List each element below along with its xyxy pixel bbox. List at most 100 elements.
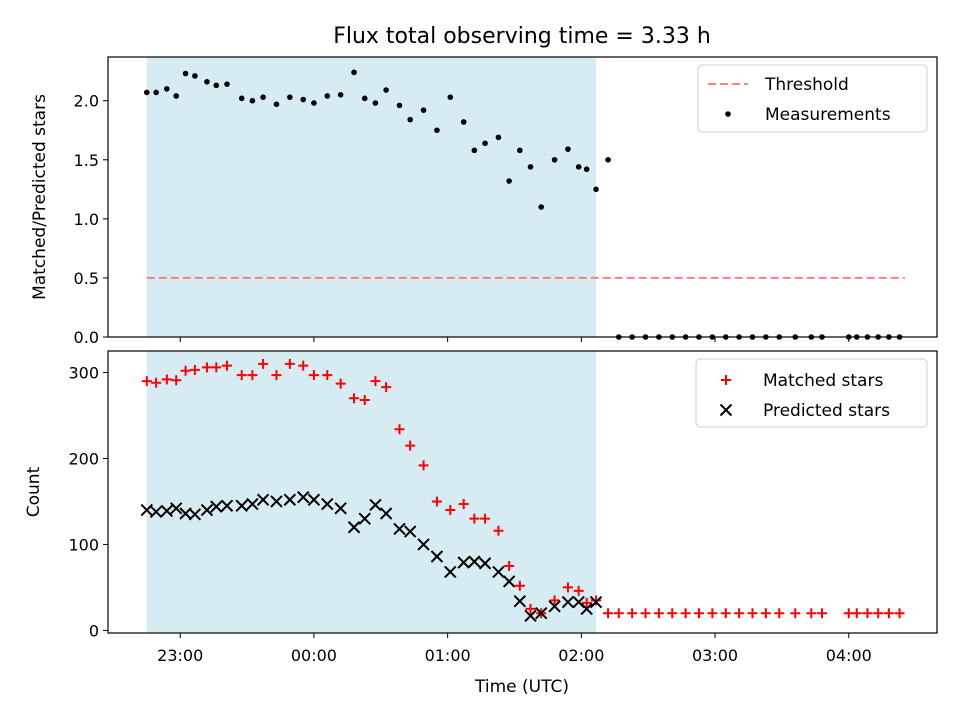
- measurement-point: [565, 146, 571, 152]
- predicted-star-marker: [513, 594, 527, 608]
- matched-star-marker: [480, 513, 491, 524]
- predicted-star-marker: [502, 575, 516, 588]
- measurement-point: [538, 204, 545, 210]
- matched-star-marker: [549, 595, 560, 606]
- matched-star-marker: [562, 582, 573, 593]
- matched-star-marker: [222, 360, 233, 371]
- matched-star-marker: [873, 608, 884, 619]
- matched-star-marker: [707, 608, 718, 619]
- legend: Matched stars Predicted stars: [695, 358, 928, 428]
- matched-star-marker: [359, 395, 370, 406]
- chart-title: Flux total observing time = 3.33 h: [333, 24, 711, 49]
- matched-star-marker: [180, 365, 191, 376]
- x-tick-label: 23:00: [157, 646, 203, 665]
- measurement-point: [593, 186, 599, 193]
- measurement-point: [337, 92, 344, 98]
- matched-star-marker: [627, 608, 638, 619]
- measurement-point: [182, 70, 189, 77]
- x-tick-label: 02:00: [558, 646, 604, 665]
- measurement-point: [420, 107, 427, 113]
- legend-frame: [697, 64, 928, 133]
- predicted-star-marker: [369, 498, 382, 512]
- matched-star-marker: [603, 608, 614, 619]
- measurement-point: [361, 95, 368, 102]
- matched-star-marker: [349, 393, 360, 404]
- predicted-star-marker: [220, 499, 234, 512]
- x-axis-label: Time (UTC): [474, 677, 569, 697]
- matched-star-marker: [284, 358, 295, 369]
- predicted-star-marker: [492, 565, 505, 579]
- y-tick-label: 0: [89, 621, 99, 640]
- matched-star-marker: [493, 525, 504, 536]
- measurement-point: [213, 82, 220, 89]
- y-tick-label: 0.5: [74, 269, 99, 288]
- legend-threshold-label: Threshold: [764, 75, 849, 95]
- matched-star-marker: [171, 375, 182, 386]
- matched-star-marker: [431, 496, 442, 507]
- matched-star-marker: [370, 376, 381, 387]
- measurement-point: [153, 89, 159, 96]
- matched-star-marker: [894, 608, 905, 619]
- measurement-point: [173, 93, 179, 99]
- matched-star-marker: [458, 499, 469, 510]
- y-axis-label: Count: [24, 466, 44, 517]
- y-tick-label: 1.5: [74, 151, 99, 170]
- matched-star-marker: [381, 382, 392, 393]
- top-panel: 0.0 0.5 1.0 1.5 2.0 Matched/Predicted stars Th…: [30, 56, 938, 347]
- x-tick-label: 03:00: [692, 646, 738, 665]
- measurement-point: [372, 100, 379, 106]
- predicted-star-marker: [468, 555, 481, 568]
- legend: Threshold Measurements: [697, 64, 928, 133]
- measurement-point: [517, 147, 523, 154]
- matched-star-marker: [760, 608, 771, 619]
- predicted-star-marker: [169, 502, 183, 515]
- matched-star-marker: [747, 608, 758, 619]
- predicted-star-marker: [246, 497, 259, 511]
- matched-star-marker: [445, 505, 456, 516]
- bottom-panel: 0 100 200 300 23:00 00:00 01:00 02:00 03:00 04:00…: [24, 350, 938, 665]
- measurement-point: [396, 102, 403, 109]
- matched-star-marker: [862, 608, 873, 619]
- legend-predicted-label: Predicted stars: [763, 401, 890, 421]
- y-tick-label: 100: [68, 535, 99, 554]
- measurement-point: [260, 94, 266, 100]
- predicted-star-marker: [347, 521, 361, 534]
- matched-star-marker: [573, 585, 584, 596]
- matched-star-marker: [591, 595, 602, 606]
- predicted-star-marker: [188, 508, 202, 521]
- axes-frame: [107, 56, 938, 338]
- matched-star-marker: [211, 362, 222, 373]
- predicted-star-marker: [283, 493, 297, 506]
- measurement-point: [192, 73, 198, 79]
- matched-star-marker: [734, 608, 745, 619]
- predicted-star-marker: [334, 502, 347, 515]
- predicted-star-marker: [321, 497, 334, 511]
- axes-frame: [107, 350, 938, 634]
- measurement-point: [575, 164, 582, 170]
- measurement-point: [273, 101, 280, 108]
- measurement-point: [583, 166, 590, 173]
- measurement-point: [482, 140, 488, 147]
- predicted-star-marker: [297, 490, 310, 504]
- predicted-star-marker: [393, 522, 406, 536]
- predicted-star-marker: [403, 525, 417, 538]
- matched-star-marker: [525, 603, 536, 614]
- measurement-point: [434, 127, 440, 134]
- matched-star-marker: [514, 580, 525, 591]
- predicted-star-marker: [358, 512, 371, 525]
- matched-star-marker: [394, 424, 405, 435]
- matched-star-marker: [806, 608, 817, 619]
- measurement-point: [527, 164, 534, 170]
- matched-star-marker: [653, 608, 664, 619]
- matched-star-marker: [469, 513, 480, 524]
- matched-star-marker: [790, 608, 801, 619]
- predicted-star-marker: [548, 600, 561, 613]
- measurement-point: [300, 96, 307, 103]
- predicted-star-marker: [430, 550, 444, 563]
- legend-measurements-label: Measurements: [765, 105, 891, 125]
- measurement-point: [407, 116, 413, 123]
- legend-measurements-swatch: [725, 111, 731, 117]
- matched-star-marker: [613, 608, 624, 619]
- legend-frame: [695, 358, 928, 428]
- measurement-point: [551, 156, 558, 163]
